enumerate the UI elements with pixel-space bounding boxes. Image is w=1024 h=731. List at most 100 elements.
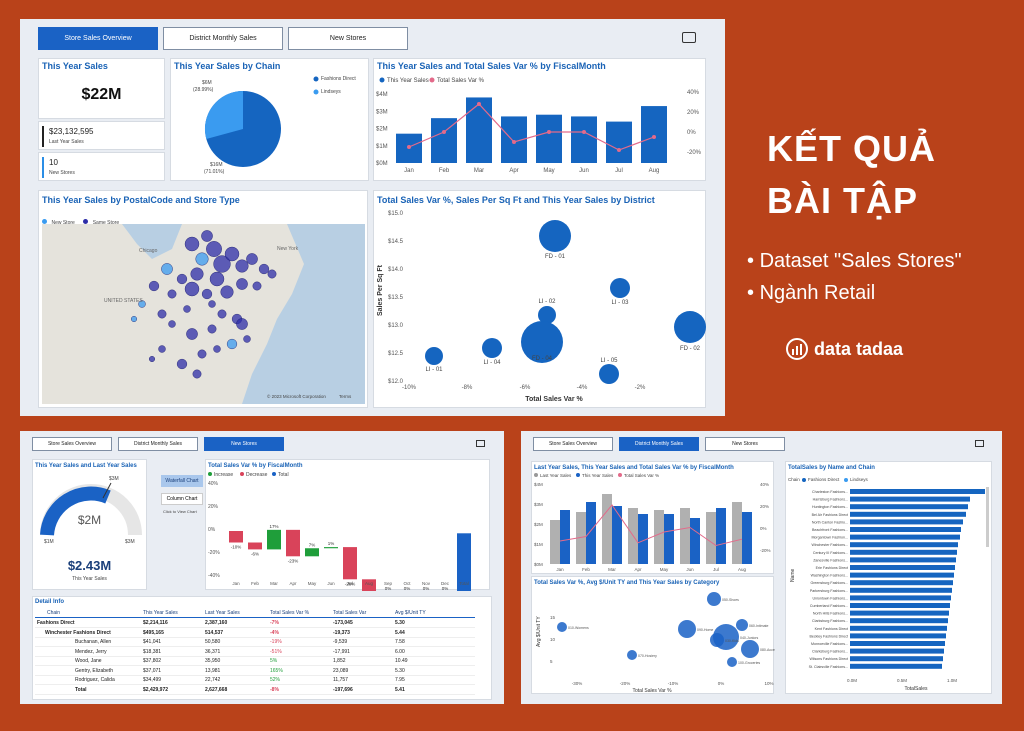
combo-bar[interactable]: [536, 114, 562, 163]
detail-header-cell[interactable]: Last Year Sales: [205, 610, 240, 616]
bars-name-bar[interactable]: [850, 610, 949, 616]
bars-name-bar[interactable]: [850, 587, 952, 593]
category-bubble[interactable]: [710, 633, 724, 647]
category-bubble[interactable]: [741, 640, 759, 658]
bars-name-bar[interactable]: [850, 504, 968, 510]
bars-name-bar[interactable]: [850, 580, 953, 586]
br-combo-bar-last-year[interactable]: [706, 512, 716, 564]
map-store-bubble[interactable]: [258, 263, 270, 275]
combo-var-point[interactable]: [547, 130, 551, 134]
br-combo-bar-last-year[interactable]: [550, 520, 560, 564]
map-store-bubble[interactable]: [197, 349, 207, 359]
map-store-bubble[interactable]: [236, 318, 248, 330]
bl-tab-store-sales-overview[interactable]: Store Sales Overview: [32, 437, 112, 451]
map-store-bubble[interactable]: [190, 267, 204, 281]
pie-legend-fashions-direct[interactable]: Fashions Direct: [321, 76, 356, 82]
category-bubble[interactable]: [557, 622, 567, 632]
bars-scrollbar[interactable]: [986, 487, 989, 547]
waterfall-bar[interactable]: [343, 547, 357, 580]
bl-comment-icon[interactable]: [476, 440, 485, 447]
br-combo-bar-this-year[interactable]: [664, 514, 674, 564]
category-bubble[interactable]: [678, 620, 696, 638]
district-bubble[interactable]: [521, 321, 563, 363]
bars-name-bar[interactable]: [850, 648, 944, 654]
category-bubble[interactable]: [707, 592, 721, 606]
map-store-bubble[interactable]: [243, 335, 251, 343]
bars-name-bar[interactable]: [850, 519, 963, 525]
map-store-bubble[interactable]: [157, 309, 167, 319]
detail-header-cell[interactable]: Total Sales Var: [333, 610, 367, 616]
map-store-bubble[interactable]: [224, 246, 240, 262]
map-store-bubble[interactable]: [148, 280, 160, 292]
map-store-bubble[interactable]: [138, 300, 146, 308]
combo-legend-var[interactable]: Total Sales Var %: [437, 78, 485, 84]
district-bubble[interactable]: [538, 306, 556, 324]
map-store-bubble[interactable]: [213, 255, 231, 273]
combo-var-point[interactable]: [582, 130, 586, 134]
combo-var-point[interactable]: [442, 130, 446, 134]
map-store-bubble[interactable]: [176, 358, 188, 370]
map-terms-link[interactable]: Terms: [339, 394, 352, 399]
br-combo-bar-this-year[interactable]: [586, 502, 596, 564]
waterfall-bar[interactable]: [248, 542, 262, 550]
waterfall-chart-button[interactable]: Waterfall Chart: [161, 475, 203, 487]
waterfall-bar[interactable]: [267, 529, 281, 550]
br-combo-legend-label[interactable]: Last Year Sales: [540, 473, 572, 478]
br-combo-bar-last-year[interactable]: [680, 508, 690, 564]
bars-name-bar[interactable]: [850, 595, 951, 601]
district-bubble[interactable]: [599, 364, 619, 384]
bars-name-bar[interactable]: [850, 534, 960, 540]
bars-name-bar[interactable]: [850, 633, 946, 639]
map-store-bubble[interactable]: [186, 328, 198, 340]
combo-var-point[interactable]: [512, 140, 516, 144]
district-bubble[interactable]: [539, 220, 571, 252]
pie-legend-lindseys[interactable]: Lindseys: [321, 89, 341, 95]
map-store-bubble[interactable]: [195, 252, 209, 266]
detail-total-row[interactable]: Total $2,429,972 2,627,668 -8% -197,696 5.41: [35, 686, 475, 695]
map-store-bubble[interactable]: [246, 253, 258, 265]
bars-name-bar[interactable]: [850, 663, 942, 669]
detail-row[interactable]: Mendez, Jerry $18,381 36,371 -51% -17,991 6.0…: [35, 648, 475, 657]
map-store-bubble[interactable]: [213, 345, 221, 353]
district-bubble[interactable]: [425, 347, 443, 365]
waterfall-bar[interactable]: [305, 548, 319, 557]
bars-legend-lindseys[interactable]: Lindseys: [850, 477, 869, 482]
waterfall-bar[interactable]: [229, 531, 243, 543]
detail-row[interactable]: Winchester Fashions Direct $495,165 514,53…: [35, 629, 475, 638]
waterfall-bar[interactable]: [362, 579, 376, 591]
bars-name-bar[interactable]: [850, 527, 961, 532]
map-store-bubble[interactable]: [217, 309, 227, 319]
combo-var-point[interactable]: [407, 145, 411, 149]
waterfall-legend-label[interactable]: Increase: [214, 472, 233, 478]
combo-legend-sales[interactable]: This Year Sales: [387, 78, 429, 84]
bl-tab-new-stores[interactable]: New Stores: [204, 437, 284, 451]
map-store-bubble[interactable]: [158, 345, 166, 353]
map-store-bubble[interactable]: [252, 281, 262, 291]
bars-name-bar[interactable]: [850, 641, 945, 646]
waterfall-bar[interactable]: [324, 547, 338, 549]
combo-bar[interactable]: [571, 116, 597, 163]
detail-row[interactable]: Fashions Direct $2,214,116 2,387,160 -7% -17…: [35, 619, 475, 628]
br-comment-icon[interactable]: [975, 440, 984, 447]
br-combo-bar-last-year[interactable]: [732, 502, 742, 564]
map-store-bubble[interactable]: [201, 288, 213, 300]
bars-name-bar[interactable]: [850, 572, 954, 578]
district-bubble[interactable]: [674, 311, 706, 343]
map-store-bubble[interactable]: [267, 269, 277, 279]
br-combo-bar-this-year[interactable]: [690, 518, 700, 564]
comment-icon[interactable]: [682, 32, 696, 43]
combo-bar[interactable]: [606, 121, 632, 163]
tab-district-monthly-sales[interactable]: District Monthly Sales: [163, 27, 283, 50]
br-combo-legend-label[interactable]: This Year Sales: [582, 473, 614, 478]
br-combo-bar-last-year[interactable]: [602, 494, 612, 564]
br-combo-bar-last-year[interactable]: [576, 512, 586, 564]
bars-name-bar[interactable]: [850, 656, 943, 662]
bars-name-bar[interactable]: [850, 489, 985, 494]
bars-legend-fd[interactable]: Fashions Direct: [808, 477, 840, 482]
map-store-bubble[interactable]: [220, 285, 234, 299]
bars-name-bar[interactable]: [850, 557, 956, 563]
category-bubble[interactable]: [727, 657, 737, 667]
detail-header-cell[interactable]: Chain: [47, 610, 61, 616]
map-store-bubble[interactable]: [161, 263, 173, 275]
map-store-bubble[interactable]: [209, 271, 225, 287]
